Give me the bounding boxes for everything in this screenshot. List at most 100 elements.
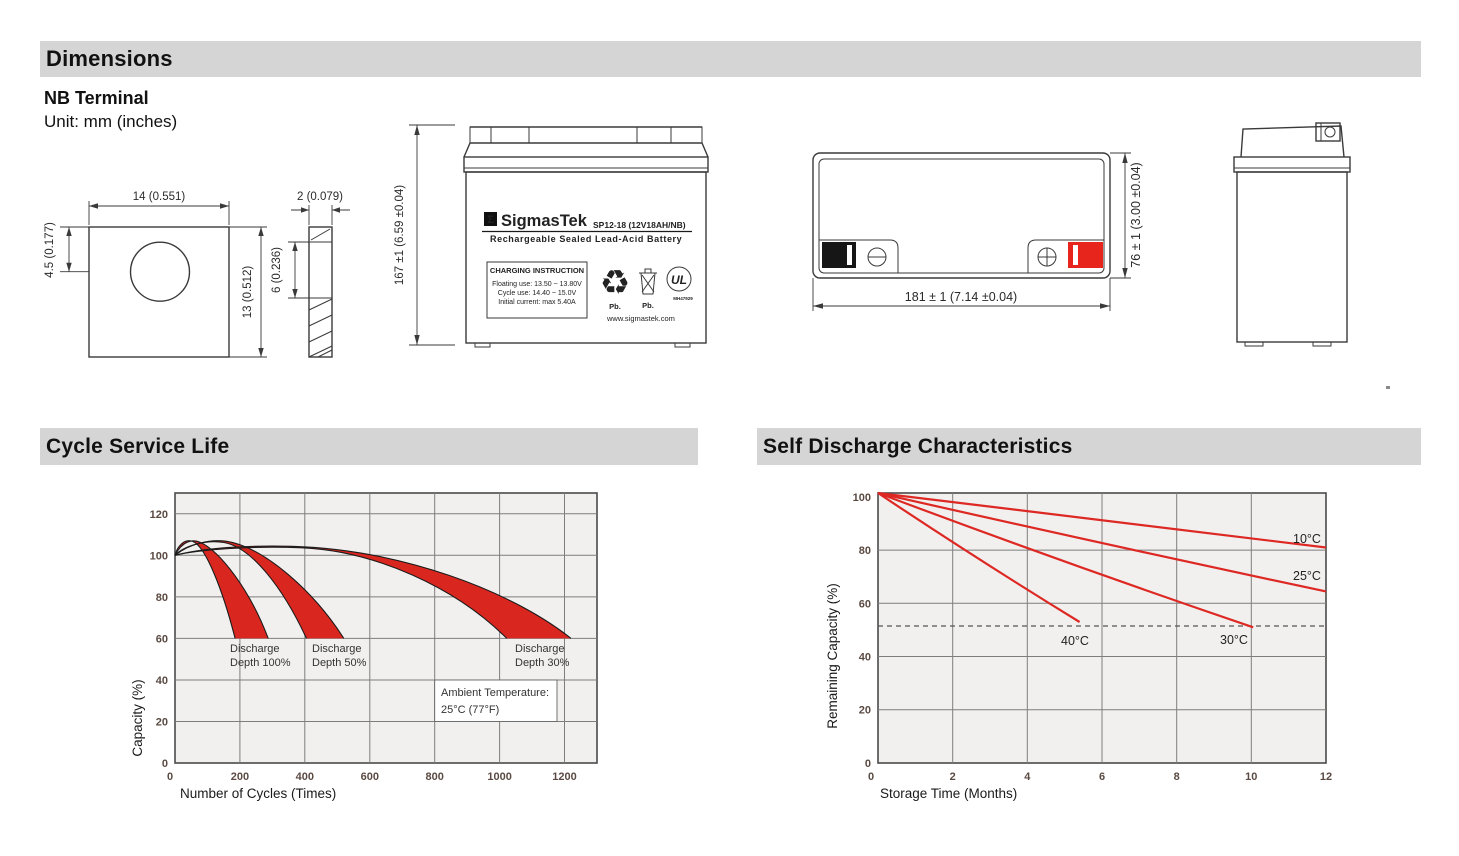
side-terminal xyxy=(1315,122,1341,142)
ytick-20: 20 xyxy=(156,717,168,729)
ul-letters: UL xyxy=(671,273,687,287)
charging-title: CHARGING INSTRUCTION xyxy=(490,266,584,275)
ytick-0: 0 xyxy=(162,758,168,770)
terminal-type-label: NB Terminal xyxy=(44,88,149,108)
ambient-line2: 25°C (77°F) xyxy=(441,704,499,716)
line-25c xyxy=(877,491,1327,593)
plus-symbol-icon xyxy=(1037,247,1057,267)
label-depth-50-line1: Discharge xyxy=(312,643,362,655)
self-discharge-ylabel: Remaining Capacity (%) xyxy=(825,583,840,729)
line-10c xyxy=(877,491,1327,549)
sd-ytick-60: 60 xyxy=(859,598,871,610)
battery-height-value: 167 ±1 (6.59 ±0.04) xyxy=(394,185,406,285)
pb-trash-label: Pb. xyxy=(642,301,654,310)
xtick-800: 800 xyxy=(426,771,444,783)
battery-width-value: 76 ± 1 (3.00 ±0.04) xyxy=(1129,162,1143,267)
line-40c xyxy=(877,492,1081,623)
battery-top-view: 181 ± 1 (7.14 ±0.04) 76 ± 1 (3.00 ±0.04) xyxy=(812,152,1143,311)
label-10c: 10°C xyxy=(1293,532,1321,546)
sd-xtick-2: 2 xyxy=(950,771,956,783)
self-discharge-y-ticks: 0 20 40 60 80 100 xyxy=(853,492,871,770)
ambient-temperature-annotation: Ambient Temperature: 25°C (77°F) xyxy=(434,679,558,722)
sd-ytick-80: 80 xyxy=(859,545,871,557)
label-depth-100-line2: Depth 100% xyxy=(230,657,291,669)
temperature-lines xyxy=(877,491,1327,629)
terminal-side-view xyxy=(308,226,333,358)
label-30c: 30°C xyxy=(1220,633,1248,647)
sigma-logo-icon xyxy=(484,212,497,226)
charging-line-initial: Initial current: max 5.40A xyxy=(498,299,576,306)
ul-mark-icon: UL xyxy=(666,266,692,292)
charging-line-cycle: Cycle use: 14.40 ~ 15.0V xyxy=(498,290,577,297)
height-dimension: 167 ±1 (6.59 ±0.04) xyxy=(394,124,455,346)
self-discharge-x-ticks: 0 2 4 6 8 10 12 xyxy=(868,771,1332,783)
xtick-400: 400 xyxy=(296,771,314,783)
cycle-title: Cycle Service Life xyxy=(46,434,230,458)
recycle-icon: ♻ xyxy=(600,264,630,302)
label-depth-30-line1: Discharge xyxy=(515,643,565,655)
sd-xtick-8: 8 xyxy=(1174,771,1180,783)
charging-line-floating: Floating use: 13.50 ~ 13.80V xyxy=(492,281,582,288)
stray-mark xyxy=(1386,386,1390,389)
sd-ytick-20: 20 xyxy=(859,705,871,717)
sd-xtick-12: 12 xyxy=(1320,771,1332,783)
width-dimension: 76 ± 1 (3.00 ±0.04) xyxy=(1110,152,1143,279)
section-header-self-discharge: Self Discharge Characteristics xyxy=(757,428,1421,465)
section-header-cycle-service-life: Cycle Service Life xyxy=(40,428,698,465)
self-discharge-gridlines xyxy=(878,493,1326,763)
label-40c: 40°C xyxy=(1061,634,1089,648)
terminal-width-value: 14 (0.551) xyxy=(133,191,186,203)
section-header-dimensions: Dimensions xyxy=(40,41,1421,77)
ytick-40: 40 xyxy=(156,675,168,687)
website-text: www.sigmastek.com xyxy=(606,314,675,323)
battery-length-value: 181 ± 1 (7.14 ±0.04) xyxy=(905,290,1017,304)
discharge-depth-bands xyxy=(174,540,572,639)
nameplate: Σ SigmasTek SP12-18 (12V18AH/NB) Recharg… xyxy=(482,212,692,244)
ytick-80: 80 xyxy=(156,592,168,604)
ytick-100: 100 xyxy=(150,550,168,562)
sd-xtick-4: 4 xyxy=(1024,771,1031,783)
battery-front-view: 167 ±1 (6.59 ±0.04) Σ SigmasTek SP12-18 … xyxy=(394,124,709,348)
sd-xtick-10: 10 xyxy=(1245,771,1257,783)
terminal-detail-drawing: 14 (0.551) 4.5 (0.177) 13 (0.512) xyxy=(44,191,350,358)
label-depth-50-line2: Depth 50% xyxy=(312,657,367,669)
terminal-hole-offset-dimension: 4.5 (0.177) xyxy=(44,222,89,278)
crossed-bin-icon xyxy=(639,268,657,295)
cycle-service-life-chart: 0 20 40 60 80 100 120 0 200 400 600 800 … xyxy=(130,492,598,801)
length-dimension: 181 ± 1 (7.14 ±0.04) xyxy=(812,278,1111,311)
pb-recycle-label: Pb. xyxy=(609,302,621,311)
ul-file-number: MH47929 xyxy=(673,296,693,301)
label-depth-100-line1: Discharge xyxy=(230,643,280,655)
dimensions-title: Dimensions xyxy=(46,46,173,71)
self-discharge-chart: 10°C 25°C 30°C 40°C 0 20 40 60 80 100 0 … xyxy=(825,491,1332,801)
terminal-height-value: 13 (0.512) xyxy=(242,266,254,319)
battery-foot-right xyxy=(674,342,691,348)
side-foot-right xyxy=(1312,341,1332,347)
xtick-1000: 1000 xyxy=(487,771,511,783)
ytick-60: 60 xyxy=(156,633,168,645)
self-discharge-title: Self Discharge Characteristics xyxy=(763,434,1073,458)
side-foot-left xyxy=(1244,341,1264,347)
xtick-600: 600 xyxy=(361,771,379,783)
xtick-1200: 1200 xyxy=(552,771,576,783)
cycle-ylabel: Capacity (%) xyxy=(130,679,145,756)
sd-ytick-100: 100 xyxy=(853,492,871,504)
model-number: SP12-18 (12V18AH/NB) xyxy=(593,220,686,230)
self-discharge-xlabel: Storage Time (Months) xyxy=(880,786,1017,801)
brand-name: SigmasTek xyxy=(501,212,588,230)
xtick-0: 0 xyxy=(167,771,173,783)
ambient-line1: Ambient Temperature: xyxy=(441,687,549,699)
terminal-thickness-dimension: 2 (0.079) xyxy=(291,191,350,225)
sd-xtick-0: 0 xyxy=(868,771,874,783)
cycle-x-ticks: 0 200 400 600 800 1000 1200 xyxy=(167,771,577,783)
battery-type-text: Rechargeable Sealed Lead-Acid Battery xyxy=(490,234,682,244)
band-depth-100 xyxy=(175,540,269,639)
terminal-width-dimension: 14 (0.551) xyxy=(88,191,230,225)
cycle-xlabel: Number of Cycles (Times) xyxy=(180,786,336,801)
ytick-120: 120 xyxy=(150,509,168,521)
label-depth-30-line2: Depth 30% xyxy=(515,657,570,669)
terminal-hole-offset-value: 4.5 (0.177) xyxy=(44,222,56,278)
terminal-front-view xyxy=(88,226,230,358)
discharge-depth-labels: Discharge Depth 100% Discharge Depth 50%… xyxy=(230,643,570,669)
